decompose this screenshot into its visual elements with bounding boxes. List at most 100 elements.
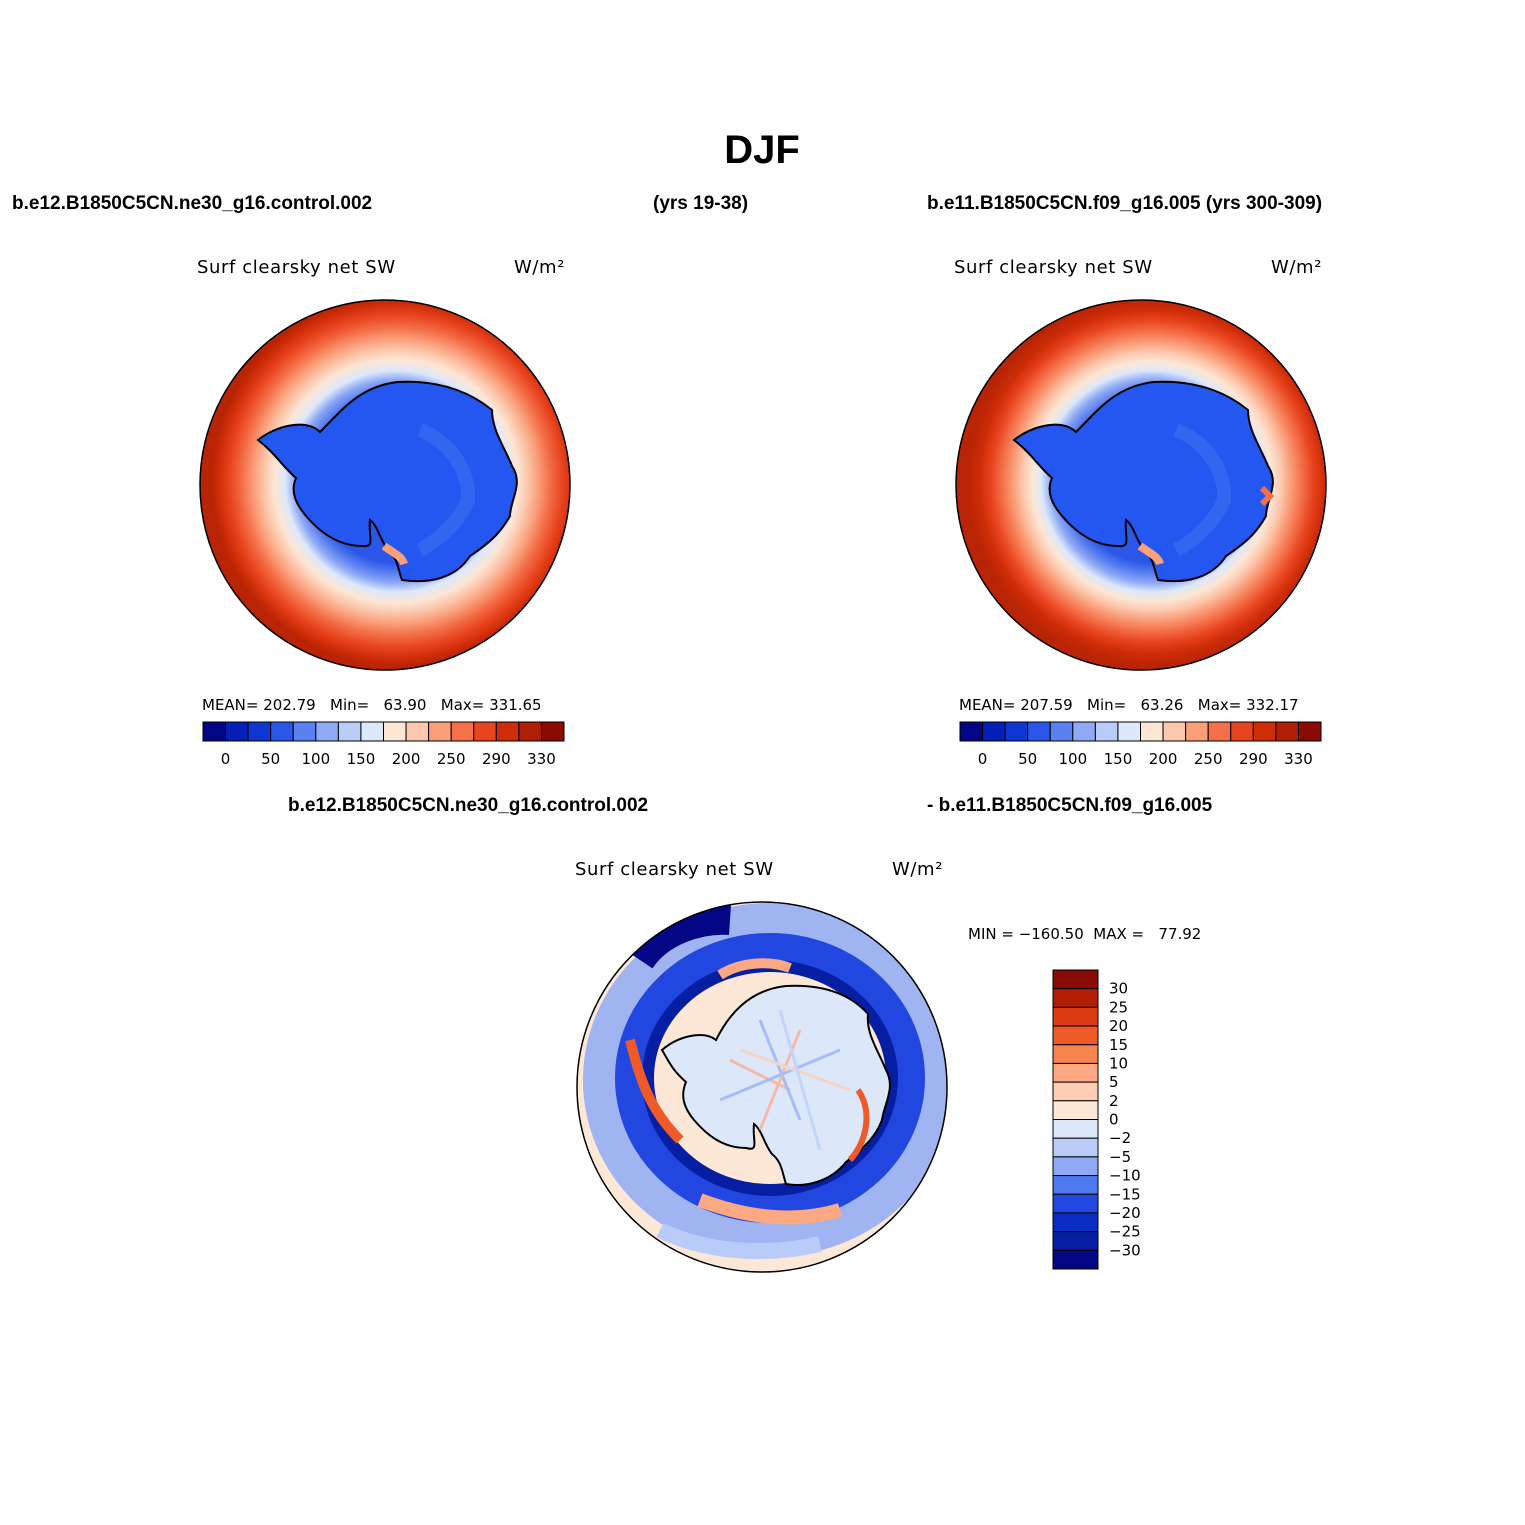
- right-colorbar-box: [1230, 721, 1254, 742]
- left-map-boundary: [199, 299, 571, 671]
- left-case-name: b.e12.B1850C5CN.ne30_g16.control.002: [12, 193, 372, 214]
- right-colorbar-box: [1140, 721, 1164, 742]
- right-colorbar-box: [1117, 721, 1141, 742]
- difference-colorbar-tick-label: −15: [1109, 1185, 1141, 1203]
- left-colorbar-box: [495, 721, 520, 742]
- right-colorbar-box: [1049, 721, 1074, 742]
- difference-colorbar-tick-label: −10: [1109, 1167, 1141, 1185]
- left-colorbar-box: [473, 721, 497, 742]
- right-colorbar-tick-label: 50: [1018, 750, 1037, 768]
- difference-colorbar-tick-label: 2: [1109, 1092, 1119, 1110]
- difference-colorbar-box: [1052, 1025, 1099, 1046]
- left-colorbar-tick-label: 250: [437, 750, 466, 768]
- left-colorbar-tick-label: 330: [527, 750, 556, 768]
- left-map-panel: Surf clearsky net SW W/m² MEAN= 202.79 M…: [197, 257, 571, 768]
- difference-map-field: [577, 902, 947, 1272]
- right-colorbar-tick-label: 100: [1058, 750, 1087, 768]
- right-colorbar-tick-label: 290: [1239, 750, 1268, 768]
- difference-colorbar-tick-label: 0: [1109, 1111, 1119, 1129]
- left-colorbar-box: [270, 721, 294, 742]
- left-colorbar-box: [202, 721, 227, 742]
- difference-map-boundary: [576, 901, 948, 1273]
- left-colorbar-box: [518, 721, 542, 742]
- difference-colorbar-tick-label: 5: [1109, 1073, 1119, 1091]
- difference-colorbar-box: [1052, 1137, 1099, 1158]
- left-colorbar-box: [360, 721, 384, 742]
- difference-colorbar-box: [1052, 969, 1099, 990]
- difference-colorbar-tick-label: 15: [1109, 1036, 1128, 1054]
- right-colorbar-box: [959, 721, 984, 742]
- difference-colorbar-box: [1052, 1156, 1099, 1177]
- left-colorbar: 0 50 100 150 200 250 290 330: [202, 721, 565, 768]
- difference-colorbar-tick-label: −5: [1109, 1148, 1131, 1166]
- difference-colorbar-box: [1052, 1044, 1099, 1064]
- right-colorbar-box: [1004, 721, 1029, 742]
- diff-variable-label: Surf clearsky net SW: [575, 859, 774, 880]
- difference-colorbar-box: [1052, 1006, 1099, 1027]
- left-case-years: (yrs 19-38): [653, 193, 748, 214]
- diff-stats: MIN = −160.50 MAX = 77.92: [968, 925, 1201, 943]
- figure-title: DJF: [724, 128, 800, 172]
- right-map-field: [956, 300, 1326, 670]
- right-case-name: b.e11.B1850C5CN.f09_g16.005 (yrs 300-309…: [927, 193, 1322, 214]
- left-colorbar-box: [383, 721, 407, 742]
- left-colorbar-tick-label: 290: [482, 750, 511, 768]
- right-colorbar-tick-label: 250: [1194, 750, 1223, 768]
- difference-colorbar-tick-label: −2: [1109, 1129, 1131, 1147]
- difference-colorbar-box: [1052, 1119, 1099, 1139]
- difference-colorbar-box: [1052, 1212, 1099, 1233]
- difference-colorbar-box: [1052, 1249, 1099, 1270]
- difference-colorbar-box: [1052, 1193, 1099, 1214]
- right-colorbar: 0 50 100 150 200 250 290 330: [959, 721, 1322, 768]
- left-colorbar-box: [540, 721, 565, 742]
- right-colorbar-box: [1185, 721, 1209, 742]
- right-colorbar-tick-label: 150: [1104, 750, 1133, 768]
- left-colorbar-box: [247, 721, 272, 742]
- diff-units-label: W/m²: [892, 859, 943, 880]
- difference-colorbar-tick-label: 10: [1109, 1054, 1128, 1072]
- difference-colorbar-box: [1052, 1231, 1099, 1251]
- right-colorbar-box: [1162, 721, 1187, 742]
- left-colorbar-box: [405, 721, 430, 742]
- difference-colorbar-tick-label: −25: [1109, 1223, 1141, 1241]
- left-colorbar-tick-label: 0: [221, 750, 231, 768]
- right-colorbar-box: [1072, 721, 1096, 742]
- difference-colorbar-tick-label: 30: [1109, 980, 1128, 998]
- right-colorbar-tick-label: 330: [1284, 750, 1313, 768]
- right-units-label: W/m²: [1271, 257, 1322, 278]
- left-variable-label: Surf clearsky net SW: [197, 257, 396, 278]
- right-colorbar-tick-label: 0: [978, 750, 988, 768]
- diff-case-b: - b.e11.B1850C5CN.f09_g16.005: [927, 795, 1213, 816]
- difference-colorbar-tick-label: 25: [1109, 998, 1128, 1016]
- left-colorbar-box: [225, 721, 249, 742]
- left-colorbar-box: [292, 721, 317, 742]
- right-colorbar-box: [1297, 721, 1322, 742]
- left-colorbar-box: [315, 721, 339, 742]
- right-stats: MEAN= 207.59 Min= 63.26 Max= 332.17: [959, 696, 1299, 714]
- right-colorbar-box: [1094, 721, 1119, 742]
- right-colorbar-box: [982, 721, 1006, 742]
- right-colorbar-tick-label: 200: [1149, 750, 1178, 768]
- left-colorbar-tick-label: 100: [301, 750, 330, 768]
- right-colorbar-box: [1252, 721, 1277, 742]
- left-stats: MEAN= 202.79 Min= 63.90 Max= 331.65: [202, 696, 542, 714]
- diff-case-a: b.e12.B1850C5CN.ne30_g16.control.002: [288, 795, 648, 816]
- left-colorbar-box: [450, 721, 475, 742]
- left-colorbar-tick-label: 150: [347, 750, 376, 768]
- difference-colorbar-tick-label: −30: [1109, 1241, 1141, 1259]
- left-units-label: W/m²: [514, 257, 565, 278]
- left-map-field: [200, 300, 570, 670]
- left-colorbar-box: [428, 721, 452, 742]
- difference-colorbar-box: [1052, 1062, 1099, 1083]
- right-map-panel: Surf clearsky net SW W/m² MEAN= 207.59 M…: [954, 257, 1327, 768]
- right-colorbar-box: [1275, 721, 1299, 742]
- difference-colorbar-box: [1052, 1081, 1099, 1102]
- difference-colorbar-tick-label: 20: [1109, 1017, 1128, 1035]
- left-colorbar-tick-label: 50: [261, 750, 280, 768]
- left-colorbar-tick-label: 200: [392, 750, 421, 768]
- right-variable-label: Surf clearsky net SW: [954, 257, 1153, 278]
- difference-colorbar-tick-label: −20: [1109, 1204, 1141, 1222]
- difference-colorbar-box: [1052, 1100, 1099, 1120]
